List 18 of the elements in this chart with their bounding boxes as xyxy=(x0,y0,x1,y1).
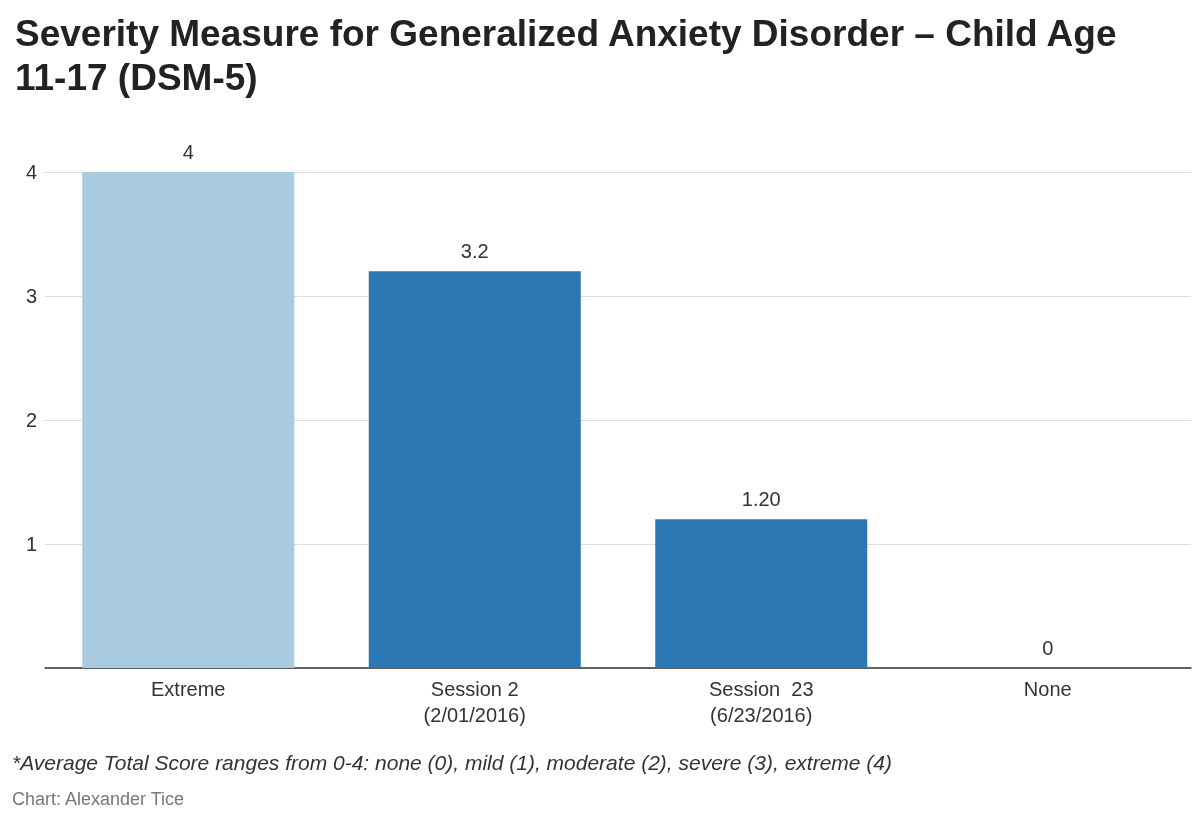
y-tick-label: 3 xyxy=(25,285,37,307)
x-tick-label: Extreme xyxy=(151,678,226,700)
x-tick-label: Session 23 (6/23/2016) xyxy=(708,678,814,726)
data-label: 1.20 xyxy=(741,488,781,511)
data-label: 4 xyxy=(182,141,194,163)
text: Chart: Alexander Tice xyxy=(12,789,185,809)
x-tick-label: Session 2 (2/01/2016) xyxy=(423,678,526,726)
y-tick-label: 4 xyxy=(25,161,37,183)
x-tick-label: None xyxy=(1023,678,1072,700)
data-label: 3.2 xyxy=(460,240,489,263)
bar xyxy=(655,519,868,668)
bar xyxy=(82,172,295,668)
chart-title: Severity Measure for Generalized Anxiety Disorder – Child Age 11-17 (DSM-5) xyxy=(15,12,1127,98)
y-tick-label: 2 xyxy=(25,409,37,431)
y-tick-label: 1 xyxy=(25,533,37,555)
text: *Average Total Score ranges from 0-4: none (0), mild (1), moderate (2), severe (3), extreme (4) xyxy=(12,751,893,774)
data-label: 0 xyxy=(1042,637,1054,659)
bar xyxy=(368,271,581,668)
